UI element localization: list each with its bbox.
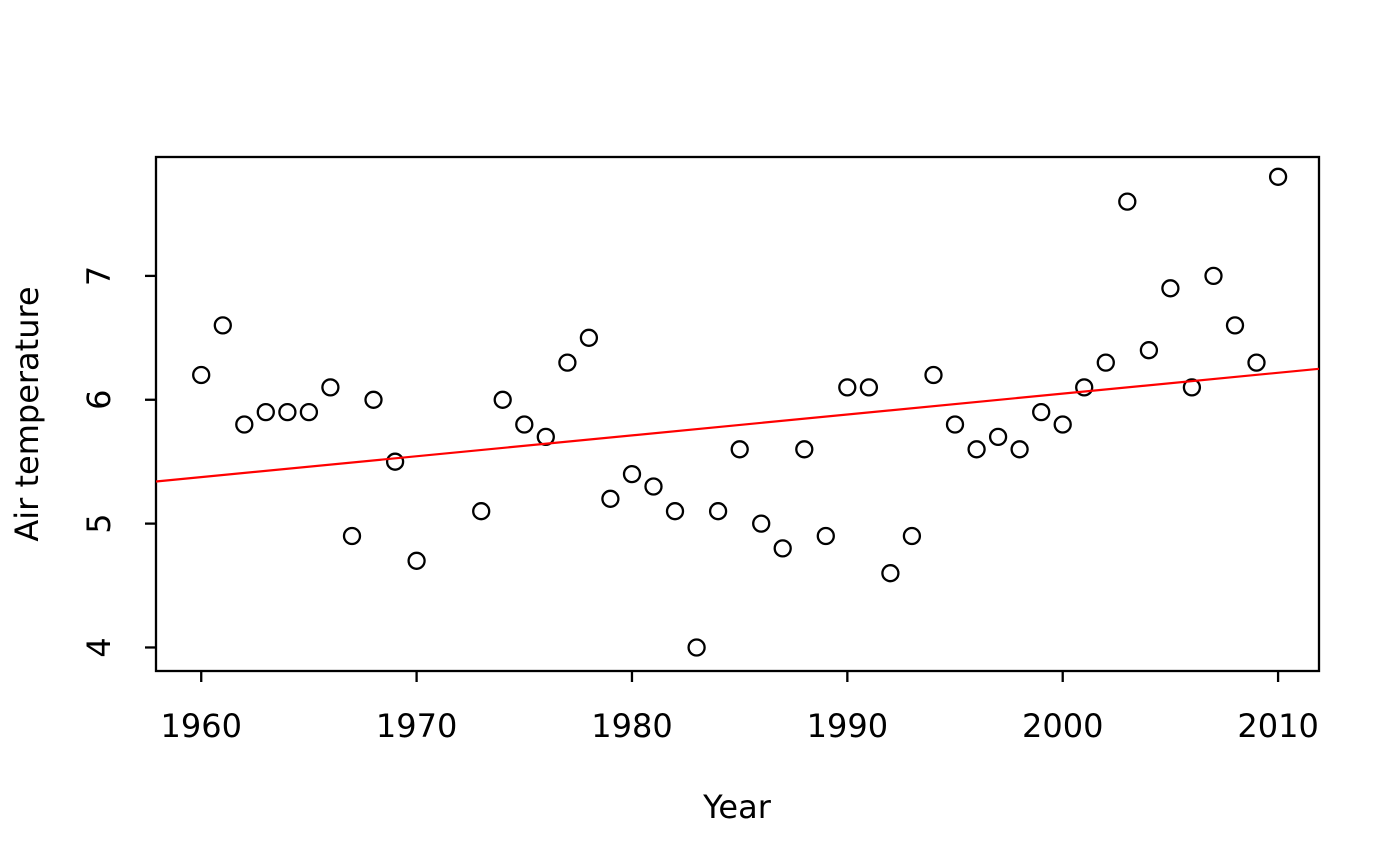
data-point <box>773 539 792 558</box>
data-point <box>945 415 965 434</box>
data-point <box>1182 378 1202 397</box>
data-point <box>687 638 706 657</box>
plot-box <box>154 155 1321 673</box>
y-axis-title: Air temperature <box>8 286 46 541</box>
data-point <box>1268 167 1288 186</box>
data-point <box>1247 353 1266 372</box>
data-point <box>1075 378 1094 397</box>
data-point <box>558 353 577 372</box>
data-point <box>407 551 426 570</box>
data-point <box>213 316 232 335</box>
data-point <box>988 427 1008 447</box>
data-point <box>579 328 599 347</box>
data-point <box>838 378 857 397</box>
x-tick-label: 1960 <box>161 707 242 745</box>
data-point <box>385 452 405 471</box>
y-tick-label: 7 <box>80 266 118 286</box>
trend-line-layer <box>155 367 1320 483</box>
data-point <box>515 415 534 434</box>
data-point <box>1096 353 1115 372</box>
data-point <box>493 390 512 409</box>
y-axis: 4 5 6 7 <box>80 266 156 658</box>
x-tick-label: 1970 <box>376 707 457 745</box>
x-tick-label: 2010 <box>1237 707 1318 745</box>
data-point <box>1032 402 1051 422</box>
data-point <box>622 464 642 484</box>
x-axis: 1960 1970 1980 1990 2000 2010 <box>161 671 1319 745</box>
data-point <box>342 526 362 546</box>
data-points-layer <box>192 167 1288 657</box>
data-point <box>1225 316 1245 335</box>
data-point <box>1161 279 1180 298</box>
y-tick-label: 5 <box>80 513 118 533</box>
data-point <box>1010 440 1029 459</box>
data-point <box>1118 192 1137 211</box>
data-point <box>795 440 814 459</box>
data-point <box>235 415 254 434</box>
data-point <box>299 402 319 422</box>
data-point <box>708 502 728 521</box>
y-tick-label: 4 <box>80 637 118 657</box>
data-point <box>881 564 900 583</box>
trend-line <box>155 367 1320 483</box>
data-point <box>1204 266 1223 286</box>
data-point <box>752 514 771 533</box>
data-point <box>601 489 620 508</box>
x-tick-label: 1980 <box>591 707 672 745</box>
x-axis-title: Year <box>702 788 772 826</box>
data-point <box>644 477 663 496</box>
data-point <box>192 365 211 385</box>
data-point <box>321 378 340 397</box>
data-point <box>256 402 275 422</box>
data-point <box>1053 415 1072 434</box>
data-point <box>472 502 491 521</box>
data-point <box>924 365 943 385</box>
data-point <box>278 402 297 422</box>
data-point <box>730 440 749 459</box>
data-point <box>665 502 685 521</box>
data-point <box>902 526 922 546</box>
data-point <box>1139 341 1159 360</box>
data-point <box>859 378 879 397</box>
x-tick-label: 2000 <box>1022 707 1103 745</box>
data-point <box>967 440 986 459</box>
y-tick-label: 6 <box>80 390 118 410</box>
data-point <box>816 526 835 546</box>
x-tick-label: 1990 <box>807 707 888 745</box>
data-point <box>364 390 383 409</box>
data-point <box>536 427 555 447</box>
